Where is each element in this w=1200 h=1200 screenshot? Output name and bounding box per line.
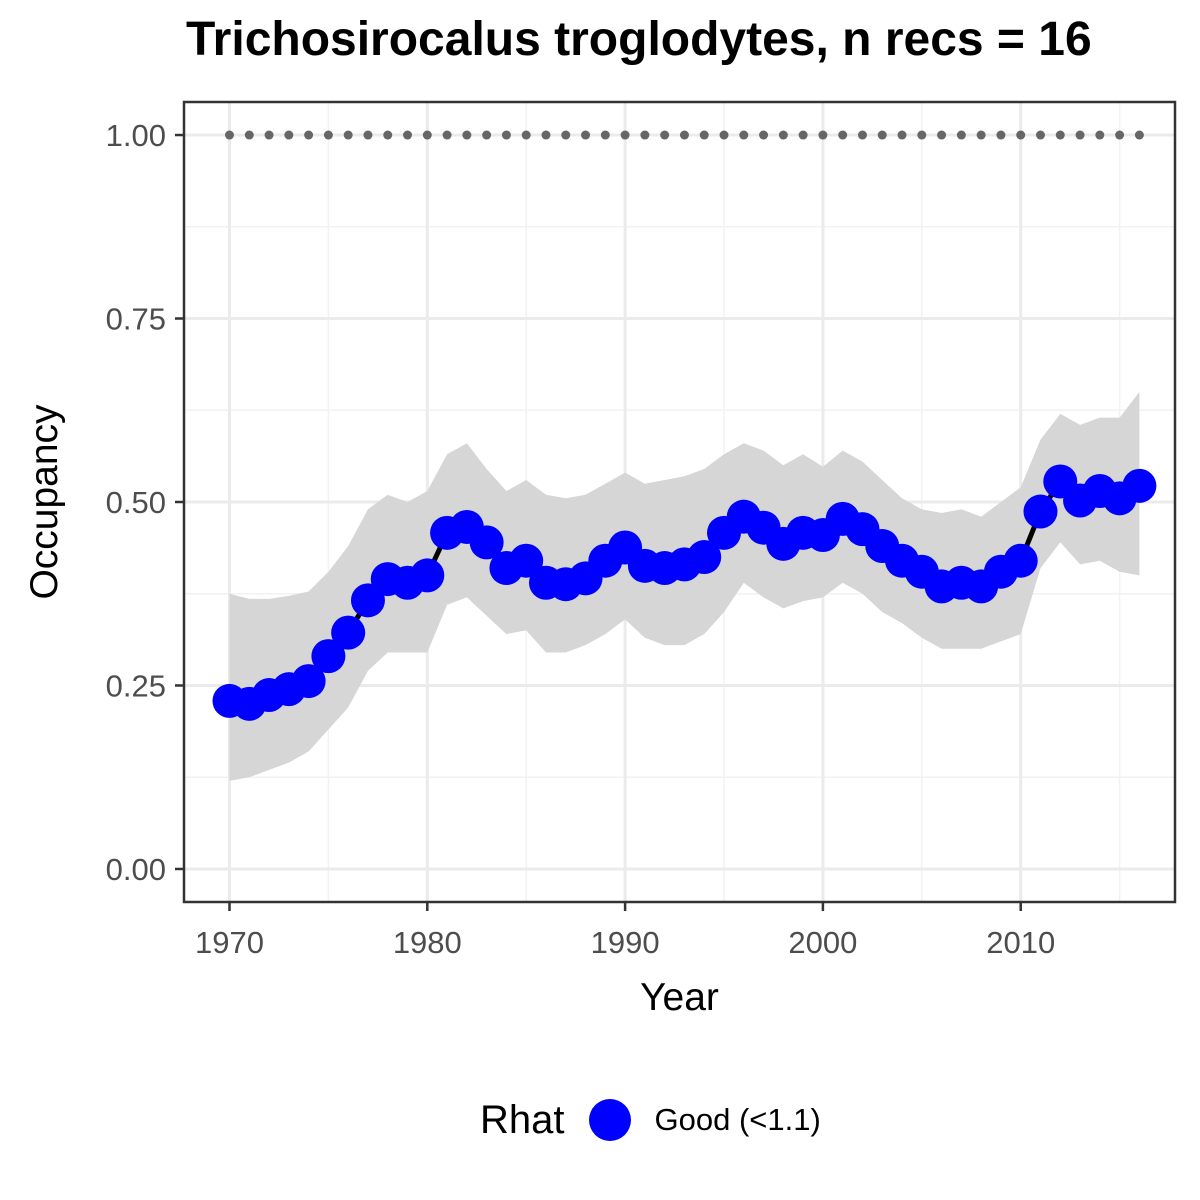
- chart-title: Trichosirocalus troglodytes, n recs = 16: [186, 13, 1092, 66]
- data-point: [1122, 468, 1157, 503]
- y-axis-title: Occupancy: [23, 404, 66, 600]
- data-point: [1023, 494, 1058, 529]
- reference-dot: [501, 130, 511, 140]
- data-point: [311, 639, 346, 674]
- reference-dot: [244, 130, 254, 140]
- reference-dot: [679, 130, 689, 140]
- reference-dot: [759, 130, 769, 140]
- data-point: [509, 543, 544, 578]
- reference-dot: [719, 130, 729, 140]
- reference-dot: [1095, 130, 1105, 140]
- reference-dot: [620, 130, 630, 140]
- reference-dot: [1016, 130, 1026, 140]
- reference-dot: [422, 130, 432, 140]
- reference-dot: [581, 130, 591, 140]
- reference-dot: [976, 130, 986, 140]
- reference-dot: [521, 130, 531, 140]
- data-point: [291, 664, 326, 699]
- reference-dot: [996, 130, 1006, 140]
- reference-dot: [778, 130, 788, 140]
- reference-dot: [1055, 130, 1065, 140]
- y-tick-label: 0.25: [106, 668, 166, 703]
- reference-dot: [323, 130, 333, 140]
- reference-dot: [1075, 130, 1085, 140]
- reference-dot: [1134, 130, 1144, 140]
- data-point: [1003, 543, 1038, 578]
- reference-dot: [343, 130, 353, 140]
- reference-dot: [442, 130, 452, 140]
- x-tick-label: 2010: [986, 925, 1055, 960]
- data-point: [331, 615, 366, 650]
- confidence-ribbon: [229, 391, 1140, 781]
- legend-key-good: [588, 1099, 631, 1141]
- reference-dot: [857, 130, 867, 140]
- reference-dot: [1115, 130, 1125, 140]
- reference-dot: [877, 130, 887, 140]
- reference-dot: [264, 130, 274, 140]
- reference-dot: [363, 130, 373, 140]
- x-axis-title: Year: [640, 976, 719, 1019]
- x-tick-label: 1990: [591, 925, 660, 960]
- reference-dot: [897, 130, 907, 140]
- reference-dot: [739, 130, 749, 140]
- legend: Rhat Good (<1.1): [480, 1094, 821, 1146]
- reference-dot: [838, 130, 848, 140]
- reference-dot: [284, 130, 294, 140]
- legend-title: Rhat: [480, 1097, 565, 1142]
- reference-dot: [561, 130, 571, 140]
- x-tick-label: 1970: [195, 925, 264, 960]
- reference-dot: [1035, 130, 1045, 140]
- reference-dot: [541, 130, 551, 140]
- y-tick-label: 0.00: [106, 852, 166, 887]
- reference-dot: [600, 130, 610, 140]
- data-point: [350, 583, 385, 618]
- reference-dot: [640, 130, 650, 140]
- reference-dot: [224, 130, 234, 140]
- y-tick-label: 0.50: [106, 485, 166, 520]
- data-point: [687, 540, 722, 575]
- reference-dot: [304, 130, 314, 140]
- reference-dot: [403, 130, 413, 140]
- data-point: [469, 525, 504, 560]
- reference-dot: [660, 130, 670, 140]
- reference-dot: [917, 130, 927, 140]
- reference-dot: [956, 130, 966, 140]
- reference-dot: [482, 130, 492, 140]
- reference-dot: [798, 130, 808, 140]
- y-tick-label: 1.00: [106, 118, 166, 153]
- reference-dot: [462, 130, 472, 140]
- reference-dot: [937, 130, 947, 140]
- x-tick-label: 1980: [393, 925, 462, 960]
- legend-label-good: Good (<1.1): [654, 1102, 821, 1137]
- reference-dot: [699, 130, 709, 140]
- data-point: [410, 558, 445, 593]
- reference-dot: [383, 130, 393, 140]
- y-tick-label: 0.75: [106, 302, 166, 337]
- reference-dot: [818, 130, 828, 140]
- x-tick-label: 2000: [788, 925, 857, 960]
